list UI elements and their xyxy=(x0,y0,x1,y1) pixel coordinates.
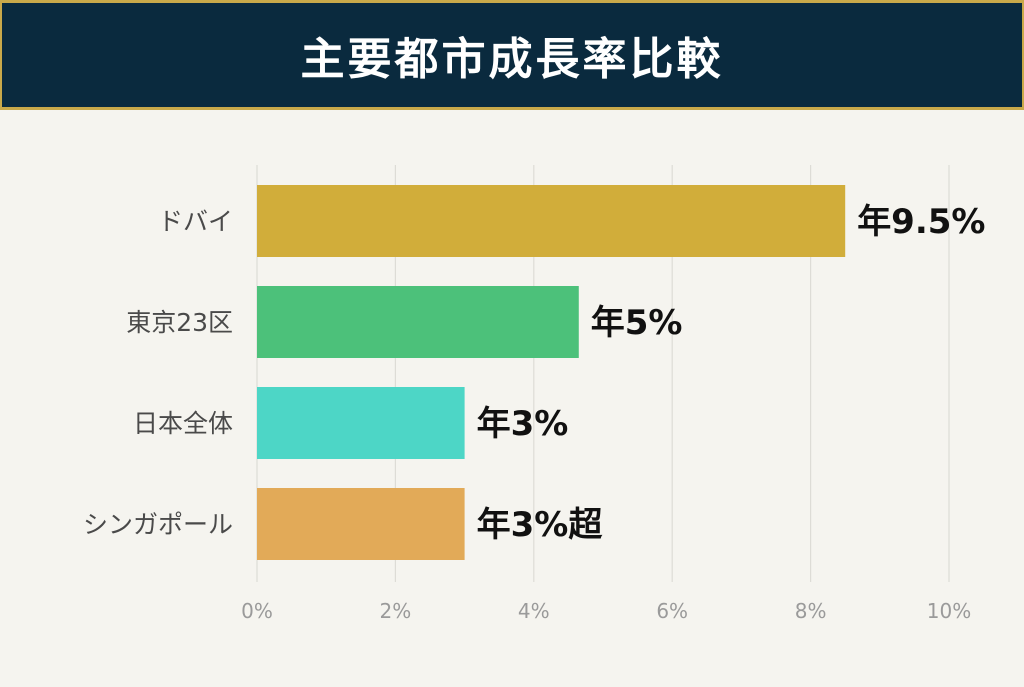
data-label: 年9.5% xyxy=(857,202,985,242)
x-tick-label: 2% xyxy=(380,599,412,623)
x-tick-label: 6% xyxy=(656,599,688,623)
title-banner: 主要都市成長率比較 xyxy=(0,0,1024,110)
chart-title: 主要都市成長率比較 xyxy=(300,34,724,85)
category-label: 東京23区 xyxy=(126,308,233,337)
bar xyxy=(257,286,579,358)
category-label: 日本全体 xyxy=(133,409,233,438)
category-label: ドバイ xyxy=(158,207,233,236)
data-label: 年3% xyxy=(477,404,569,444)
bar-chart: 0% 2% 4% 6% 8% 10% ドバイ 年9.5% 東京23区 年5% 日本全体 年3% シンガポ… xyxy=(83,165,985,623)
data-label: 年5% xyxy=(591,303,683,343)
x-tick-label: 10% xyxy=(927,599,971,623)
bar xyxy=(257,488,465,560)
data-label: 年3%超 xyxy=(477,505,604,545)
category-label: シンガポール xyxy=(83,510,233,539)
x-tick-label: 8% xyxy=(795,599,827,623)
x-tick-label: 0% xyxy=(241,599,273,623)
bar xyxy=(257,387,465,459)
x-tick-label: 4% xyxy=(518,599,550,623)
bar xyxy=(257,185,846,257)
